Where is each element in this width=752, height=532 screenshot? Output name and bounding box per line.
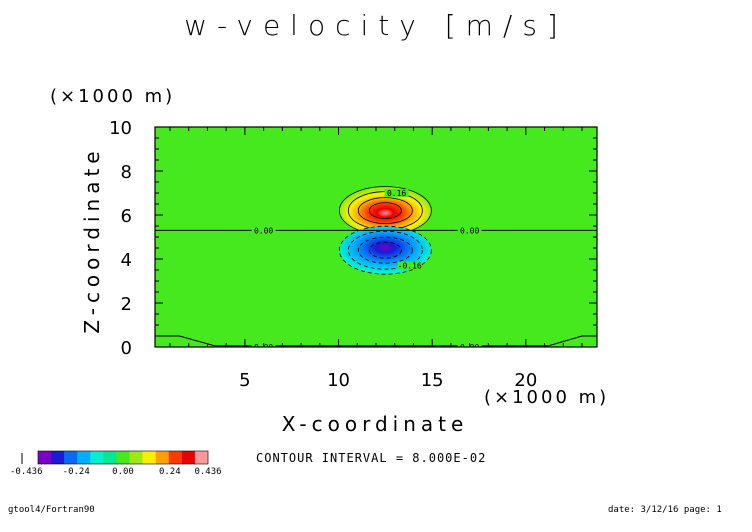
colorbar-low-label: -0.436 bbox=[10, 467, 43, 477]
y-unit-label: (×1000 m) bbox=[50, 86, 176, 107]
colorbar-swatch bbox=[129, 451, 143, 464]
colorbar-swatch bbox=[142, 451, 156, 464]
chart-title: w-velocity [m/s] bbox=[184, 9, 568, 42]
contour-label-bg bbox=[397, 261, 422, 270]
colorbar-tick-label: 0.24 bbox=[159, 467, 181, 477]
colorbar-swatch bbox=[181, 451, 196, 464]
contour-label: 0.00 bbox=[254, 226, 273, 235]
x-unit-label: (×1000 m) bbox=[484, 387, 610, 408]
colorbar-tick-label: 0.00 bbox=[112, 467, 134, 477]
x-tick-label: 15 bbox=[421, 370, 444, 391]
downdraft-contour bbox=[368, 241, 402, 259]
colorbar-swatch bbox=[51, 451, 65, 464]
contour-label: -0.16 bbox=[398, 262, 422, 271]
downdraft-contour bbox=[338, 225, 432, 275]
colorbar-tick-label: -0.24 bbox=[63, 467, 90, 477]
x-tick-label: 10 bbox=[327, 370, 350, 391]
axis-ticks: 5 10 15 20 0 2 4 6 8 10 bbox=[109, 118, 597, 391]
contour-label: 0.16 bbox=[387, 189, 406, 198]
footer-right: date: 3/12/16 page: 1 bbox=[608, 505, 722, 515]
colorbar-swatch bbox=[168, 451, 183, 464]
x-tick-label: 20 bbox=[514, 370, 537, 391]
contour-label-bg bbox=[457, 226, 482, 235]
x-tick-label: 5 bbox=[239, 370, 250, 391]
colorbar-swatch bbox=[90, 451, 104, 464]
bottom-contour bbox=[155, 335, 597, 347]
downdraft-contour bbox=[347, 230, 423, 270]
y-tick-label: 8 bbox=[121, 162, 132, 183]
updraft-contour bbox=[368, 202, 402, 220]
colorbar-swatch bbox=[77, 451, 91, 464]
footer-left: gtool4/Fortran90 bbox=[8, 505, 95, 515]
contour-label: 0.00 bbox=[460, 226, 479, 235]
colorbar-swatch bbox=[103, 451, 117, 464]
contour-label-bg bbox=[251, 226, 276, 235]
y-tick-label: 0 bbox=[121, 338, 132, 359]
colorbar-frame bbox=[37, 450, 209, 465]
updraft-cell bbox=[339, 186, 432, 235]
colorbar: -0.24 0.00 0.24 0.436 -0.436 bbox=[10, 450, 222, 477]
colorbar-swatch bbox=[38, 451, 52, 464]
downdraft-contour bbox=[357, 236, 413, 264]
y-tick-label: 6 bbox=[121, 206, 132, 227]
contour-interval-label: CONTOUR INTERVAL = 8.000E-02 bbox=[256, 451, 487, 465]
y-tick-label: 10 bbox=[109, 118, 132, 139]
colorbar-tick-label: 0.436 bbox=[194, 467, 221, 477]
colorbar-swatch bbox=[64, 451, 78, 464]
colorbar-swatch bbox=[194, 451, 209, 464]
x-axis-label: X-coordinate bbox=[281, 412, 469, 436]
colorbar-swatch bbox=[116, 451, 130, 464]
contour-label-bg bbox=[384, 189, 409, 197]
updraft-contour bbox=[357, 197, 413, 225]
y-tick-label: 2 bbox=[121, 294, 132, 315]
plot-area: 0.16-0.160.00 0.000.00 0.00 bbox=[155, 127, 597, 347]
colorbar-swatch bbox=[155, 451, 170, 464]
y-tick-label: 4 bbox=[121, 250, 132, 271]
